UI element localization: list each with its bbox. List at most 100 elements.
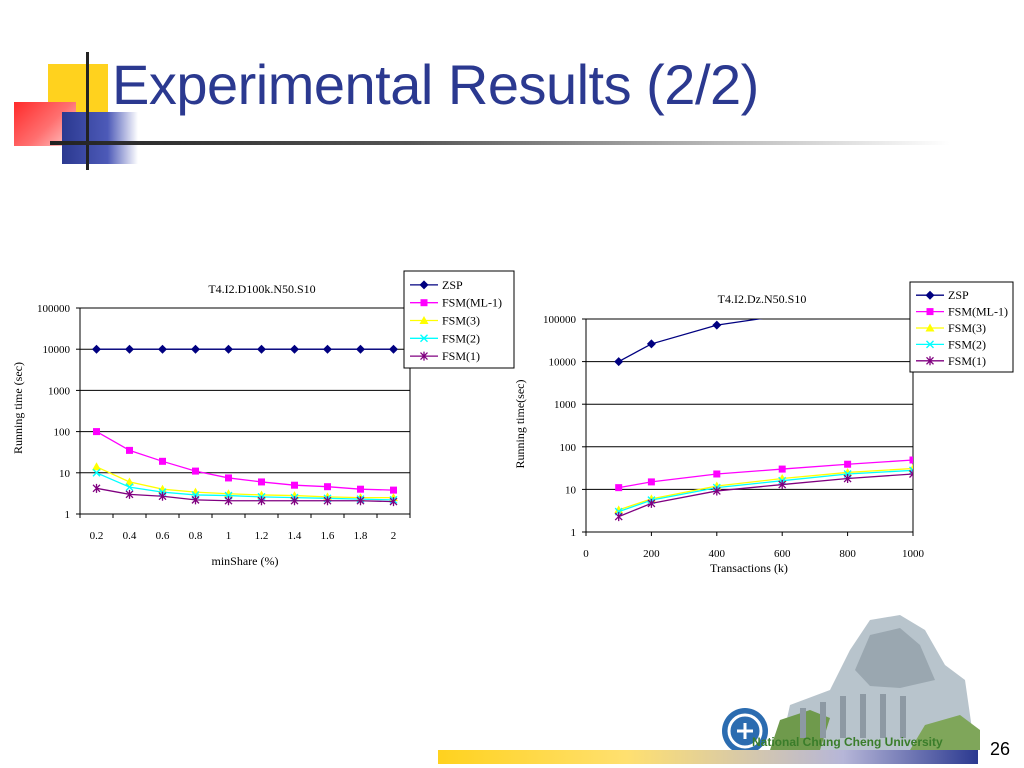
chart2-ytick-label: 100 <box>560 442 577 454</box>
chart2-data-point <box>844 460 852 468</box>
chart2-title: T4.I2.Dz.N50.S10 <box>718 292 807 306</box>
chart2-series-1 <box>615 456 913 492</box>
chart2-xtick-label: 0 <box>583 548 589 560</box>
chart1-series-4 <box>92 483 398 507</box>
chart1-xtick-label: 2 <box>391 530 397 542</box>
chart2-xtick-label: 800 <box>839 548 856 560</box>
chart2-plot-area <box>585 318 914 533</box>
chart1-data-point <box>125 477 134 486</box>
chart1-data-point <box>92 462 101 471</box>
chart1-series-line <box>96 472 394 501</box>
chart1-xtick-label: 0.6 <box>156 530 170 542</box>
chart2-data-point <box>778 465 786 473</box>
chart2-ytick-label: 10 <box>565 484 577 496</box>
chart2-legend-label: ZSP <box>948 288 969 302</box>
chart1-data-point <box>224 344 233 354</box>
chart1-legend-marker <box>420 299 428 307</box>
chart2-series-line <box>618 319 764 363</box>
chart1-data-point <box>224 496 233 506</box>
chart1-ytick-label: 1 <box>65 509 71 521</box>
university-seal-icon <box>722 708 768 754</box>
chart1-data-point <box>356 496 365 506</box>
chart2-data-point <box>647 478 655 486</box>
chart1-data-point <box>125 344 134 354</box>
chart1-series-line <box>96 466 394 499</box>
chart2-series-line <box>618 467 913 511</box>
chart1-xtick-label: 0.2 <box>90 530 104 542</box>
chart2-series-line <box>618 459 913 489</box>
chart2-data-point <box>843 474 852 484</box>
chart1-data-point <box>93 428 100 436</box>
chart1-xtick-label: 1.6 <box>321 530 335 542</box>
chart1-legend-marker <box>420 334 428 343</box>
chart1-series-1 <box>93 428 397 494</box>
deco-blue-square <box>62 112 138 164</box>
chart1-legend-label: ZSP <box>442 278 463 292</box>
chart2-legend-marker <box>926 308 934 316</box>
chart1-legend-marker <box>419 280 429 290</box>
chart1-xtick-label: 1.4 <box>288 530 302 542</box>
chart1-xlabel: minShare (%) <box>212 554 279 568</box>
chart1-xtick-label: 1.8 <box>354 530 368 542</box>
chart2-xtick-label: 1000 <box>902 548 925 560</box>
chart1-data-point <box>291 481 298 489</box>
chart2-ytick-label: 10000 <box>549 357 577 369</box>
chart1-data-point <box>389 344 398 354</box>
chart1-xtick-label: 0.4 <box>123 530 137 542</box>
chart2-xtick-label: 200 <box>643 548 660 560</box>
chart1-ytick-label: 100 <box>54 427 71 439</box>
chart1-data-point <box>92 468 101 477</box>
chart2-legend-label: FSM(2) <box>948 337 986 351</box>
chart1-ytick-label: 10 <box>59 468 71 480</box>
chart1-data-point <box>92 344 101 354</box>
chart1-data-point <box>357 485 364 493</box>
chart2-xtick-label: 600 <box>774 548 791 560</box>
chart1-xtick-label: 1 <box>226 530 232 542</box>
chart2-legend-marker <box>926 340 934 349</box>
chart1-series-line <box>96 487 394 503</box>
chart1-xtick-label: 0.8 <box>189 530 203 542</box>
deco-title-underline <box>50 141 950 145</box>
chart2-series-line <box>618 473 913 518</box>
chart2-data-point <box>909 466 913 475</box>
chart2-legend <box>909 281 1014 373</box>
chart1-legend-marker <box>419 316 429 324</box>
chart1-data-point <box>258 478 265 486</box>
chart2-data-point <box>646 339 656 349</box>
chart2-ytick-label: 1 <box>571 527 577 539</box>
chart2-legend-label: FSM(1) <box>948 354 986 368</box>
chart2-data-point <box>614 357 624 367</box>
chart1-title: T4.I2.D100k.N50.S10 <box>208 282 315 296</box>
chart2-xtick-label: 400 <box>709 548 726 560</box>
chart1-legend-label: FSM(ML-1) <box>442 296 502 310</box>
chart1-data-point <box>389 497 398 507</box>
chart2-series-4 <box>614 469 913 522</box>
chart2-legend-marker <box>926 356 934 366</box>
chart1-ytick-label: 100000 <box>37 303 71 315</box>
chart2-ytick-label: 1000 <box>554 399 577 411</box>
footer-gradient-bar <box>438 750 978 764</box>
chart2-ylabel: Running time(sec) <box>513 380 527 469</box>
chart1-data-point <box>125 489 134 499</box>
chart1-data-point <box>225 474 232 482</box>
chart2-legend-label: FSM(ML-1) <box>948 305 1008 319</box>
chart2-data-point <box>778 480 787 490</box>
chart1-data-point <box>192 467 199 475</box>
chart2-xlabel: Transactions (k) <box>710 561 788 575</box>
chart1-data-point <box>290 496 299 506</box>
page-number: 26 <box>989 739 1010 759</box>
chart2-data-point <box>712 320 722 330</box>
chart2-data-point <box>615 484 623 492</box>
chart1-series-0 <box>92 344 398 354</box>
chart1-data-point <box>290 344 299 354</box>
chart1-data-point <box>324 483 331 491</box>
chart1-data-point <box>191 495 200 505</box>
deco-vertical-line <box>86 52 89 170</box>
chart2-data-point <box>909 469 913 479</box>
chart1-legend-label: FSM(1) <box>442 349 480 363</box>
page-title: Experimental Results (2/2) <box>112 53 759 116</box>
campus-building-image <box>760 610 980 750</box>
chart1-legend-marker <box>420 351 428 361</box>
chart2-data-point <box>713 470 721 478</box>
